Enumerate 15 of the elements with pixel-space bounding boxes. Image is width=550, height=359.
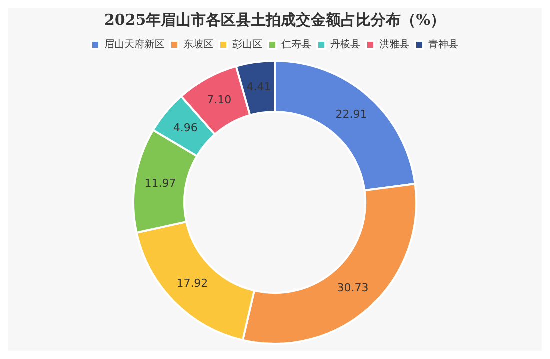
legend-label: 丹棱县 [330,38,360,51]
data-label: 22.91 [336,108,368,122]
legend-label: 仁寿县 [282,40,312,51]
data-label: 4.41 [246,80,272,94]
data-label: 30.73 [337,281,369,294]
legend-label: 洪雅县 [380,38,410,51]
data-label: 4.96 [173,121,198,134]
legend-label: 青神县 [428,38,458,51]
data-label: 17.92 [176,276,208,290]
legend-label: 东坡区 [184,38,214,51]
data-label: 7.10 [207,94,232,107]
chart-title: 2025年眉山市各区县土拍成交金额占比分布（%） [104,10,446,29]
legend-label: 眉山天府新区 [104,38,164,51]
legend-label: 彭山区 [232,38,262,51]
data-label: 11.97 [144,176,176,190]
